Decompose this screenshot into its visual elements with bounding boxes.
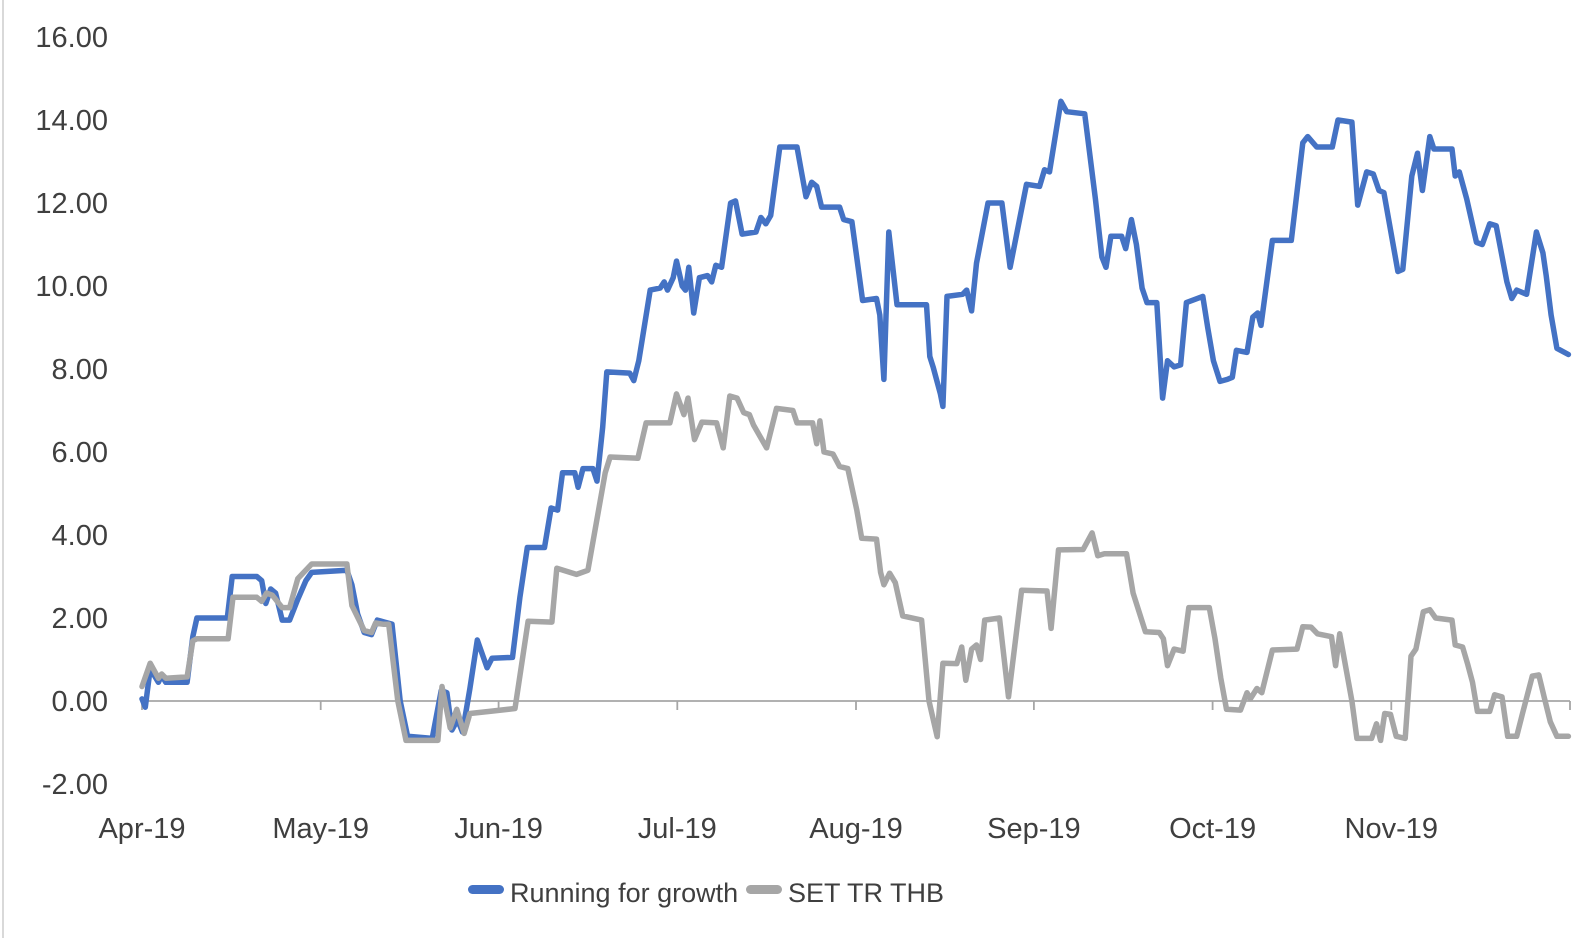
y-axis-tick-label: 10.00 [35,271,108,303]
legend-swatch-set-tr-thb [746,885,782,894]
y-axis-tick-label: -2.00 [42,769,108,801]
y-axis-tick-label: 8.00 [52,354,108,386]
y-axis-tick-label: 14.00 [35,105,108,137]
x-axis-tick-label: Apr-19 [98,813,185,845]
x-axis-tick-label: Oct-19 [1169,813,1256,845]
legend-label-running-for-growth: Running for growth [510,878,738,908]
legend-swatch-running-for-growth [468,885,504,894]
x-axis-tick-label: Sep-19 [987,813,1081,845]
legend: Running for growth SET TR THB [468,878,944,908]
series-set-tr-thb-line [139,391,1572,744]
x-axis-tick-label: Nov-19 [1345,813,1439,845]
x-axis-tick-label: Jun-19 [454,813,543,845]
y-axis-tick-label: 2.00 [52,603,108,635]
x-axis-ticks [141,701,1571,710]
x-axis-tick-label: Jul-19 [638,813,717,845]
y-axis-tick-label: 4.00 [52,520,108,552]
x-axis-tick-label: May-19 [272,813,369,845]
y-axis-tick-label: 0.00 [52,686,108,718]
x-axis-labels: Apr-19 May-19 Jun-19 Jul-19 Aug-19 Sep-19 Oct-… [98,813,1438,845]
y-axis-tick-label: 6.00 [52,437,108,469]
y-axis-tick-label: 12.00 [35,188,108,220]
series-running-for-growth-line [139,98,1572,742]
y-axis-labels: 16.00 14.00 12.00 10.00 8.00 6.00 4.00 2.00 0.00… [35,22,108,801]
x-axis-tick-label: Aug-19 [809,813,903,845]
legend-label-set-tr-thb: SET TR THB [788,878,944,908]
y-axis-tick-label: 16.00 [35,22,108,54]
